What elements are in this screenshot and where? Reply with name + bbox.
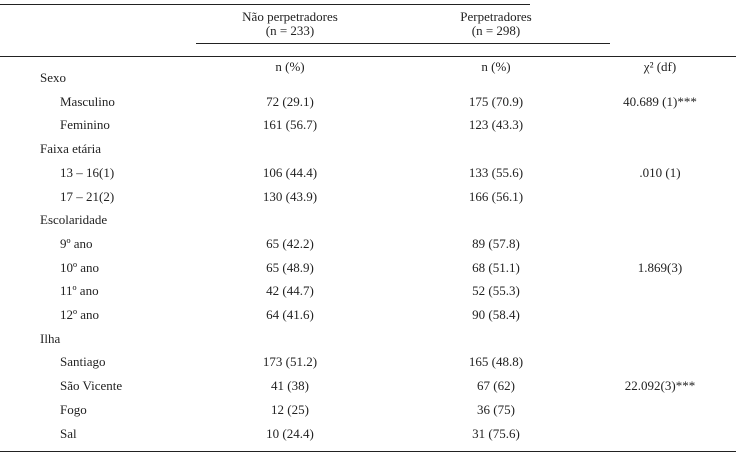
- header-rule: [196, 43, 610, 44]
- cell: 166 (56.1): [468, 188, 524, 204]
- cell: 68 (51.1): [472, 259, 520, 275]
- cell: 1.869(3): [637, 259, 683, 275]
- group-label: Escolaridade: [40, 212, 108, 228]
- column-header: Perpetradores: [460, 9, 532, 24]
- cell: 10 (24.4): [266, 425, 314, 441]
- cell: 40.689 (1)***: [623, 93, 697, 109]
- cell: .010 (1): [639, 164, 681, 180]
- cell: 22.092(3)***: [624, 378, 696, 394]
- row-label: Fogo: [60, 401, 87, 417]
- row-label: Masculino: [60, 93, 115, 109]
- cell: 41 (38): [271, 378, 309, 394]
- column-n: (n = 233): [265, 23, 315, 38]
- row-label: 17 – 21(2): [60, 188, 115, 204]
- row-label: 12º ano: [60, 307, 100, 322]
- group-label: Ilha: [40, 330, 61, 346]
- row-label: 13 – 16(1): [60, 164, 115, 180]
- cell: 161 (56.7): [262, 117, 318, 133]
- cell: 12 (25): [271, 401, 309, 417]
- cell: 64 (41.6): [266, 307, 314, 322]
- cell: 173 (51.2): [262, 354, 318, 370]
- column-unit: n (%): [275, 59, 305, 74]
- cell: 36 (75): [477, 401, 515, 417]
- row-label: Santiago: [60, 354, 106, 370]
- cell: 89 (57.8): [472, 235, 520, 251]
- column-unit: n (%): [481, 59, 511, 74]
- cell: 52 (55.3): [472, 283, 520, 299]
- column-unit: χ² (df): [643, 59, 677, 74]
- cell: 65 (48.9): [266, 259, 314, 275]
- column-n: (n = 298): [471, 23, 521, 38]
- column-header: Não perpetradores: [242, 9, 338, 24]
- row-label: São Vicente: [60, 378, 123, 394]
- cell: 72 (29.1): [266, 93, 314, 109]
- cell: 165 (48.8): [468, 354, 524, 370]
- cell: 67 (62): [477, 378, 515, 394]
- row-label: 9º ano: [60, 235, 93, 251]
- group-label: Faixa etária: [40, 141, 101, 157]
- cell: 65 (42.2): [266, 235, 314, 251]
- row-label: Sal: [60, 425, 77, 441]
- row-label: Feminino: [60, 117, 110, 133]
- top-rule: [0, 4, 530, 5]
- row-label: 11º ano: [60, 283, 99, 299]
- cell: 123 (43.3): [468, 117, 524, 133]
- cell: 42 (44.7): [266, 283, 314, 299]
- cell: 133 (55.6): [468, 164, 524, 180]
- bottom-rule: [0, 451, 736, 452]
- cell: 106 (44.4): [262, 164, 318, 180]
- row-label: 10º ano: [60, 259, 100, 275]
- cell: 130 (43.9): [262, 188, 318, 204]
- subheader-rule: [0, 56, 736, 57]
- cell: 31 (75.6): [472, 425, 520, 441]
- group-label: Sexo: [40, 70, 66, 85]
- cell: 90 (58.4): [472, 307, 520, 322]
- cell: 175 (70.9): [468, 93, 524, 109]
